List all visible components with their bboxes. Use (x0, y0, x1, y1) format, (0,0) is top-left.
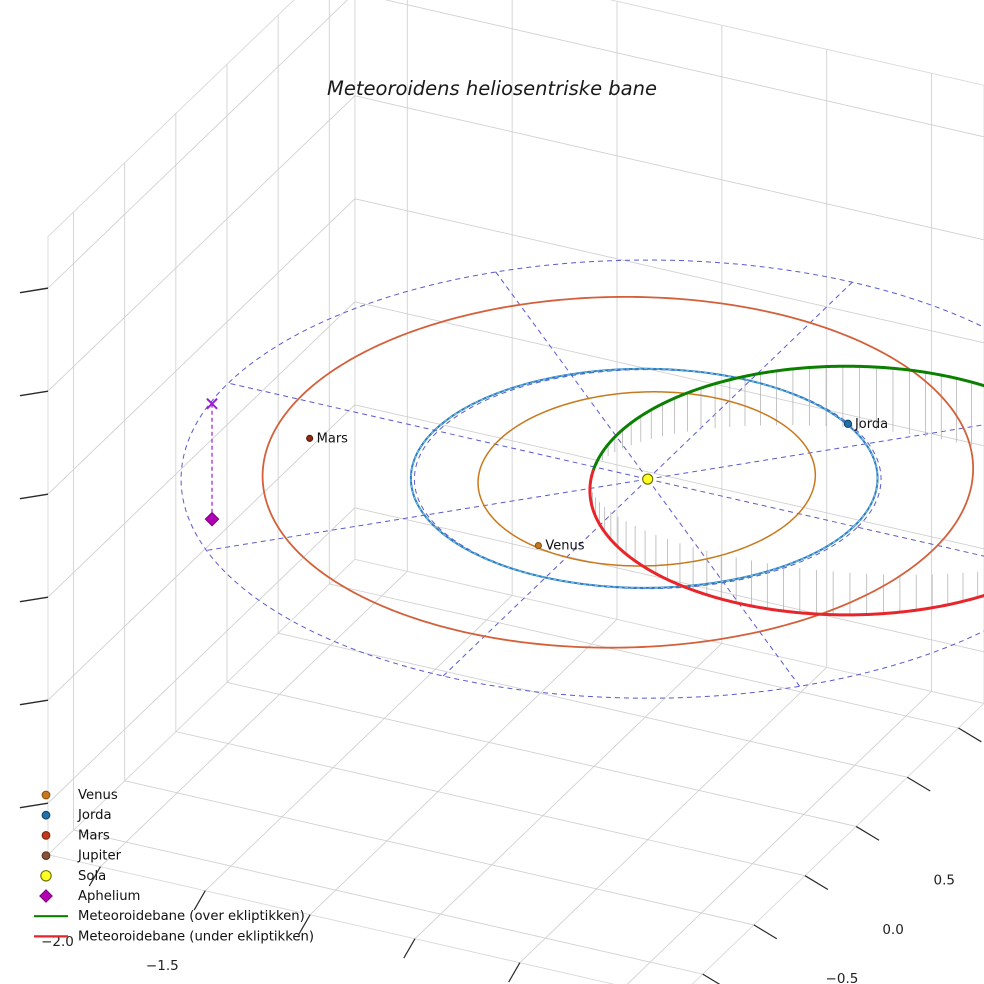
gridline (226, 681, 857, 827)
gridline (309, 619, 618, 916)
y-tick-mark (855, 825, 880, 841)
polar-grid-spoke (647, 281, 853, 480)
legend-label: Sola (78, 869, 106, 884)
gridline (124, 780, 754, 926)
legend-label: Jupiter (77, 849, 122, 864)
z-tick-mark (19, 287, 49, 294)
gridline (519, 667, 828, 964)
axis-tick-labels: −2.0−1.5−1.0−0.50.00.5−1.0−0.50.00.51.01… (19, 287, 982, 984)
meteoroid-above-ecliptic (591, 364, 984, 473)
z-tick-mark (19, 596, 49, 603)
gridline (100, 571, 408, 867)
legend-marker-circle (41, 810, 51, 820)
legend-item-meteoroidebane-over-ekliptikken[interactable]: Meteoroidebane (over ekliptikken) (34, 909, 305, 924)
label-jorda: Jorda (854, 417, 888, 432)
marker-aphelium (204, 511, 220, 527)
legend-item-mars[interactable]: Mars (41, 828, 110, 843)
legend-item-meteoroidebane-under-ekliptikken[interactable]: Meteoroidebane (under ekliptikken) (34, 929, 314, 944)
gridline (47, 95, 356, 392)
label-mars: Mars (317, 431, 349, 446)
gridline (354, 301, 984, 447)
legend-label: Venus (78, 788, 118, 803)
polar-grid-spoke (495, 271, 649, 480)
legend-marker-circle (41, 831, 51, 840)
legend-label: Meteoroidebane (over ekliptikken) (78, 909, 305, 924)
gridline (175, 731, 806, 877)
polar-grid-spoke (442, 478, 649, 677)
marker-sola (642, 473, 654, 485)
gridline (414, 643, 723, 940)
legend-item-aphelium[interactable]: Aphelium (39, 889, 141, 904)
orbit-jorda (409, 367, 879, 589)
marker-mars (306, 434, 314, 442)
gridline (73, 829, 703, 975)
legend-marker-circle (41, 851, 51, 860)
legend-item-venus[interactable]: Venus (41, 788, 118, 803)
legend-item-jorda[interactable]: Jorda (41, 808, 112, 823)
orbit-venus (477, 391, 817, 567)
legend-marker-circle (41, 790, 51, 800)
page-title: Meteoroidens heliosentriske bane (327, 77, 657, 100)
legend-item-sola[interactable]: Sola (40, 869, 106, 884)
legend-label: Aphelium (78, 889, 140, 904)
z-tick-mark (19, 802, 49, 809)
meteoroid-below-ecliptic (588, 474, 984, 617)
x-tick-mark (298, 914, 311, 935)
z-tick-mark (19, 699, 49, 706)
gridline (354, 404, 984, 550)
polar-grid (180, 259, 984, 699)
y-tick-mark (753, 924, 778, 940)
meteoroid-below-ecliptic (590, 469, 595, 478)
z-tick-mark (19, 390, 49, 397)
y-tick-mark (958, 727, 982, 743)
legend-label: Jorda (77, 808, 112, 823)
body-labels: Venus Jorda Mars (317, 417, 888, 554)
legend-label: Mars (78, 828, 110, 843)
x-tick-2: −1.0 (251, 982, 284, 984)
x-tick-mark (508, 962, 521, 983)
gridline (47, 404, 356, 701)
legend: Venus Jorda Mars Jupiter Sola Aphelium Meteoro… (34, 788, 314, 944)
legend-item-jupiter[interactable]: Jupiter (41, 849, 122, 864)
x-tick-mark (88, 866, 101, 887)
gridline (204, 595, 513, 892)
y-tick-mark (702, 973, 721, 984)
gridline (47, 301, 356, 598)
polar-grid-circle (180, 259, 984, 699)
marker-jorda (843, 419, 853, 428)
orbit-stems (589, 366, 979, 615)
z-tick-mark (19, 493, 49, 500)
gridline (354, 95, 984, 241)
polar-grid-spoke (647, 424, 984, 480)
gridline (626, 691, 932, 984)
gridline (47, 198, 356, 495)
polar-grid-spoke (647, 478, 801, 687)
y-tick-2: 0.0 (882, 922, 903, 938)
y-tick-3: 0.5 (933, 873, 954, 889)
gridline (329, 583, 959, 729)
polar-grid-spoke (206, 478, 648, 551)
legend-marker-diamond (39, 889, 53, 903)
body-markers (204, 397, 853, 550)
axes-panes (47, 0, 984, 984)
gridline (47, 0, 348, 289)
x-tick-mark (403, 938, 416, 959)
legend-label: Meteoroidebane (under ekliptikken) (78, 929, 314, 944)
gridline (354, 198, 984, 344)
label-venus: Venus (545, 539, 584, 554)
x-tick-1: −1.5 (146, 958, 179, 974)
marker-venus (534, 542, 542, 550)
x-tick-0: −2.0 (41, 934, 74, 950)
gridline (278, 632, 908, 778)
y-tick-mark (906, 776, 931, 792)
legend-marker-circle (40, 870, 52, 882)
gridline (384, 0, 984, 138)
y-tick-mark (804, 875, 829, 891)
meteoroid-orbit (588, 364, 984, 617)
y-tick-1: −0.5 (826, 971, 859, 984)
x-tick-mark (193, 890, 206, 911)
